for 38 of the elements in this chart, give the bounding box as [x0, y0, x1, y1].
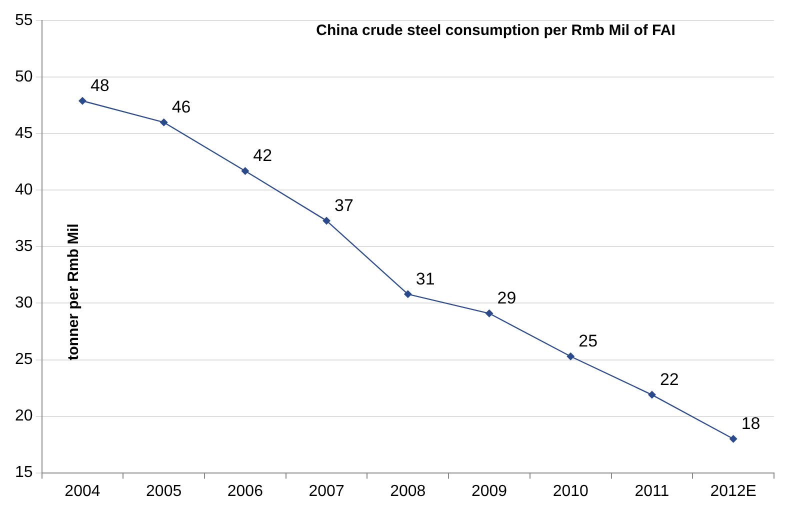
data-label: 29 [497, 288, 516, 308]
data-label: 48 [90, 76, 110, 96]
data-label: 18 [741, 414, 760, 434]
point [485, 309, 494, 318]
data-label: 22 [660, 370, 679, 389]
y-tick-label: 50 [15, 68, 33, 86]
y-tick-label: 25 [15, 351, 33, 368]
data-label: 31 [416, 269, 435, 288]
y-tick-label: 15 [15, 464, 33, 482]
y-tick-label: 40 [15, 182, 33, 199]
y-axis-title: tonner per Rmb Mil [64, 224, 82, 360]
point [322, 216, 331, 225]
point [241, 166, 250, 175]
point [160, 118, 168, 126]
point [404, 290, 412, 298]
point [78, 96, 86, 105]
data-label: 37 [334, 196, 354, 215]
data-label: 42 [253, 146, 272, 166]
point [566, 352, 575, 360]
y-tick-label: 55 [15, 12, 33, 30]
x-tick-label: 2007 [308, 482, 344, 500]
x-tick-label: 2008 [390, 482, 426, 500]
x-tick-label: 2004 [64, 482, 100, 500]
y-tick-label: 20 [15, 408, 33, 425]
point [648, 390, 656, 399]
x-tick-label: 2009 [471, 482, 508, 500]
chart-title: China crude steel consumption per Rmb Mil of FAI [316, 22, 676, 40]
x-tick-label: 2010 [552, 482, 589, 500]
x-tick-label: 2012E [710, 482, 756, 500]
x-tick-label: 2011 [634, 482, 670, 500]
y-tick-label: 30 [15, 294, 33, 312]
data-label: 46 [172, 98, 191, 117]
y-tick-label: 35 [15, 238, 33, 256]
y-tick-label: 45 [15, 125, 33, 142]
x-tick-label: 2005 [146, 482, 182, 500]
data-label: 25 [578, 332, 598, 351]
x-tick-label: 2006 [227, 482, 264, 500]
point [729, 434, 738, 443]
